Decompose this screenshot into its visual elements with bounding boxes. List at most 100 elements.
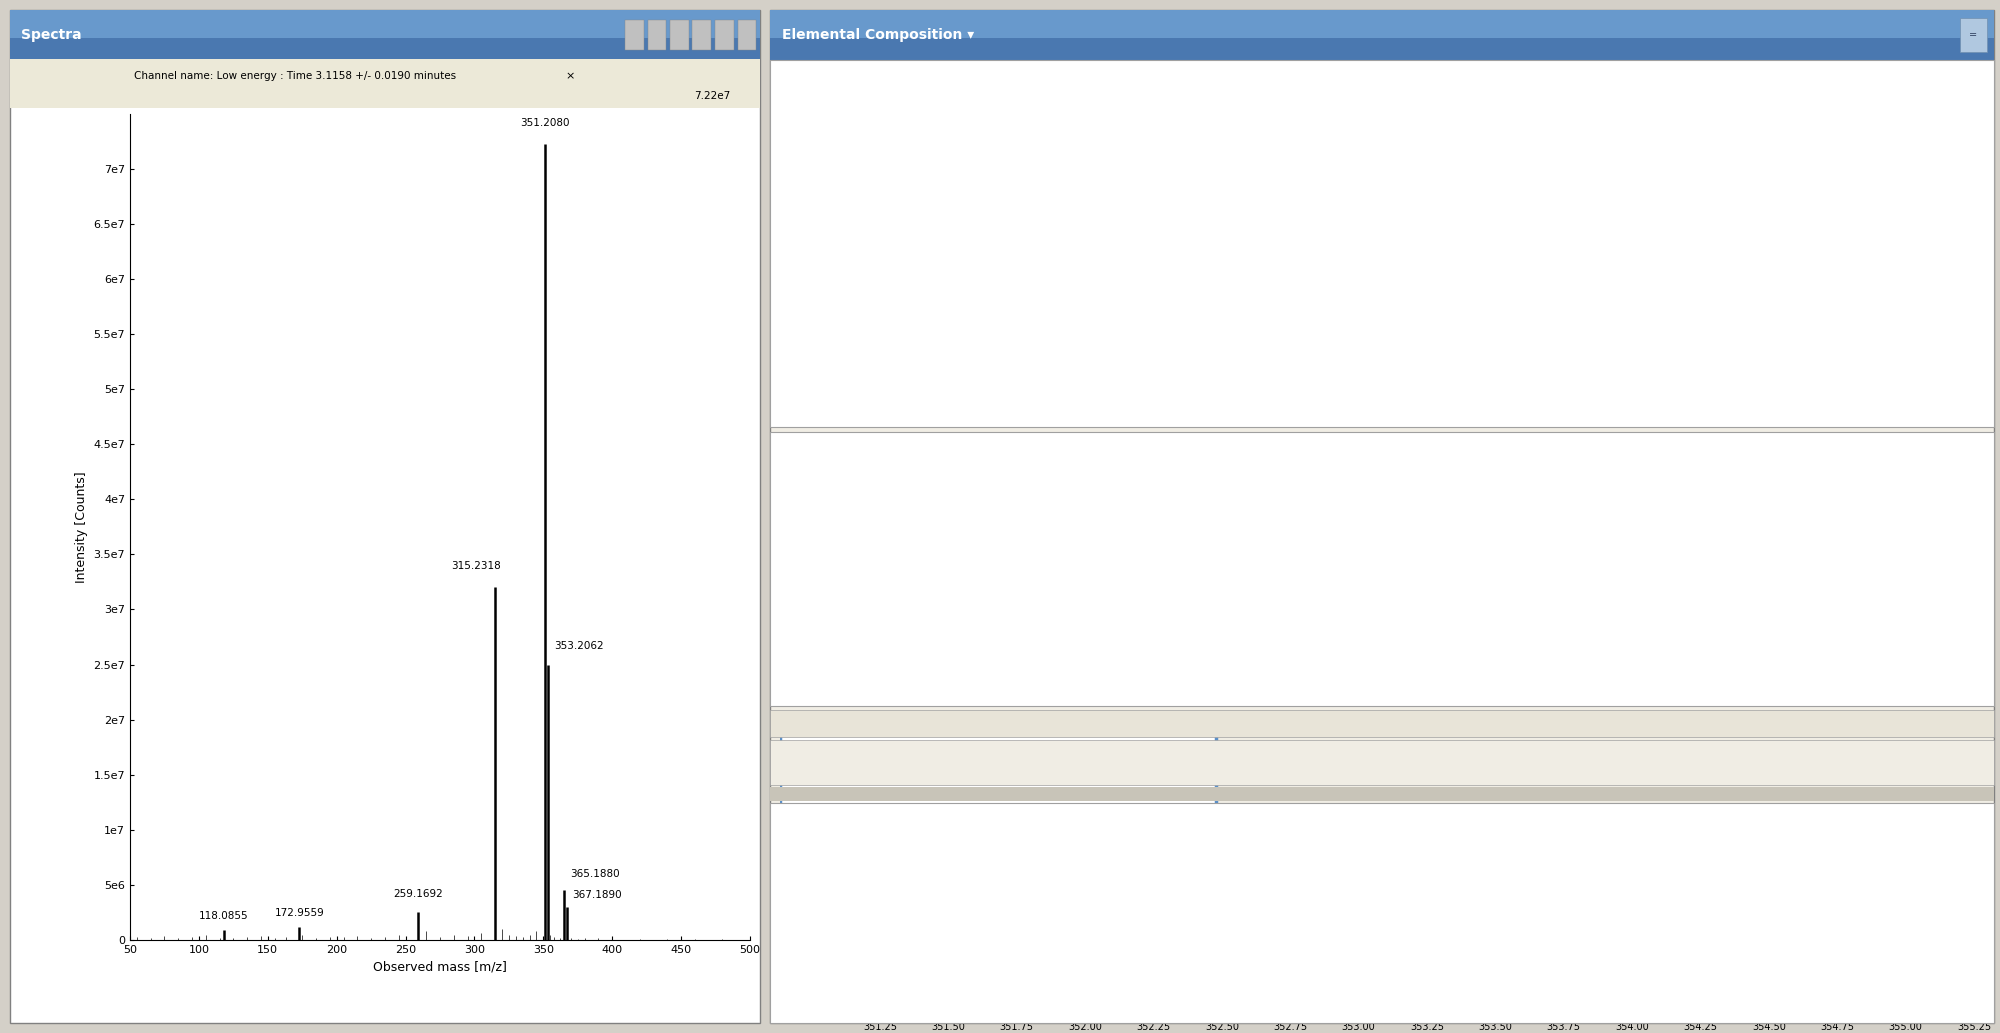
Text: ×: ×	[566, 71, 574, 82]
Text: Channel name: Low energy : Time 3.1158 +/- 0.0190 minutes: Channel name: Low energy : Time 3.1158 +…	[134, 71, 456, 82]
Bar	[774, 469, 1948, 509]
Text: ▶: ▶	[1954, 718, 1962, 728]
Text: Spectra: Spectra	[22, 28, 82, 42]
Text: Predicted m/z: Predicted m/z	[1316, 484, 1396, 494]
Bar	[1924, 866, 1972, 939]
Bar	[1960, 18, 1986, 53]
FancyBboxPatch shape	[780, 719, 1216, 854]
Text: 351.20922: 351.20922	[1350, 644, 1414, 656]
Text: in channel:: in channel:	[1078, 219, 1144, 231]
Bar	[624, 21, 644, 50]
Bar	[774, 434, 1990, 468]
Text: +: +	[1940, 893, 1954, 911]
Text: 365.1880: 365.1880	[570, 870, 620, 879]
Bar	[798, 377, 914, 417]
Y-axis label: Intensity [Counts]: Intensity [Counts]	[74, 471, 88, 583]
Bar	[648, 21, 666, 50]
Text: ✓: ✓	[804, 336, 812, 346]
Text: 353.2062: 353.2062	[554, 641, 604, 652]
Bar	[670, 21, 688, 50]
Text: High energy : Time 3.1158 +/- 0.0190 minutes: High energy : Time 3.1158 +/- 0.0190 min…	[1182, 220, 1424, 230]
Text: 2: 2	[992, 282, 998, 291]
Text: 353.206: 353.206	[1396, 957, 1434, 966]
Text: C21H31ClO2: C21H31ClO2	[854, 549, 928, 562]
Text: Intensity: Intensity	[1856, 484, 1908, 494]
Text: 118.0855: 118.0855	[198, 911, 248, 921]
Text: Information: Information	[786, 818, 864, 831]
Text: m/z RMS (PPM): m/z RMS (PPM)	[1170, 484, 1258, 494]
Text: 2.00: 2.00	[1770, 644, 1796, 656]
Text: m/z tolerance:: m/z tolerance:	[798, 280, 884, 293]
Bar	[1948, 439, 1978, 466]
Text: C14H31ClN6S: C14H31ClN6S	[854, 644, 936, 656]
Text: i-FIT Confidence (%): i-FIT Confidence (%)	[1024, 484, 1142, 494]
Text: ▲: ▲	[1968, 83, 1976, 92]
Text: 0.25: 0.25	[1072, 644, 1098, 656]
Bar	[926, 377, 1048, 417]
Text: 315.2318: 315.2318	[452, 561, 502, 571]
Text: ▼: ▼	[1890, 220, 1898, 230]
Text: 259.1692: 259.1692	[394, 889, 444, 900]
Text: -1.412: -1.412	[1502, 549, 1540, 562]
Text: C21H31ClO2: C21H31ClO2	[786, 884, 862, 898]
Bar	[772, 713, 1060, 733]
Text: m/z:: m/z:	[798, 157, 824, 170]
Bar	[692, 21, 712, 50]
Text: Parameters: Parameters	[820, 75, 886, 89]
Text: ▲: ▲	[832, 484, 838, 494]
Text: 352.212: 352.212	[1124, 990, 1162, 999]
Bar	[770, 37, 1994, 60]
Bar	[716, 21, 734, 50]
Text: 351.20804: 351.20804	[930, 158, 990, 168]
Text: -3.369: -3.369	[1502, 644, 1540, 656]
Text: 354.209: 354.209	[1670, 999, 1708, 1008]
Text: 1: 1	[792, 549, 800, 562]
Text: Composition: Composition	[854, 484, 926, 494]
Bar	[1948, 811, 1978, 839]
Text: 172.9559: 172.9559	[274, 908, 324, 918]
Bar	[986, 207, 1132, 249]
Text: m/z error (PPM): m/z error (PPM)	[1468, 484, 1560, 494]
Text: 351.209: 351.209	[850, 871, 888, 880]
Text: 351.20853: 351.20853	[1350, 549, 1414, 562]
Text: Elemental Composition ▾: Elemental Composition ▾	[782, 28, 974, 42]
Text: i-Fit Confidence 99.74: i-Fit Confidence 99.74	[896, 807, 1104, 825]
Text: Low energy : Time 3.1158 +/- 0.0190 minutes: Low energy : Time 3.1158 +/- 0.0190 minu…	[1182, 158, 1420, 168]
Text: 1.51: 1.51	[1216, 549, 1244, 562]
Bar	[738, 21, 756, 50]
Y-axis label: Counts [counts]: Counts [counts]	[842, 890, 852, 979]
Text: in channel:: in channel:	[1078, 157, 1144, 170]
Bar	[1954, 62, 1990, 425]
X-axis label: Observed mass [m/z]: Observed mass [m/z]	[374, 961, 506, 973]
Bar	[1176, 146, 1904, 187]
Bar	[774, 805, 1990, 844]
Bar	[10, 37, 760, 60]
Text: ▲: ▲	[1958, 448, 1966, 458]
Text: Results (2 found): Results (2 found)	[786, 444, 900, 458]
Text: 355.212: 355.212	[1946, 1001, 1982, 1010]
Text: ✕ Cancel: ✕ Cancel	[962, 393, 1012, 403]
Text: ▲: ▲	[1958, 822, 1966, 831]
Bar	[1176, 207, 1904, 249]
Text: $\mathdefault{C_{21}H_{31}ClO_2}$: $\mathdefault{C_{21}H_{31}ClO_2}$	[936, 749, 1064, 773]
Text: ▶ Start: ▶ Start	[836, 393, 876, 403]
Text: -1.180: -1.180	[1636, 644, 1674, 656]
Bar	[962, 269, 1030, 310]
Text: =: =	[1970, 30, 1978, 40]
Bar	[774, 62, 932, 102]
Text: ▼: ▼	[1890, 158, 1898, 168]
Text: 2: 2	[792, 644, 800, 656]
Bar	[860, 146, 1060, 187]
Text: 99.74: 99.74	[1068, 549, 1100, 562]
Text: Automatically run for selected component: Automatically run for selected component	[844, 335, 1094, 348]
Text: 6.00: 6.00	[1770, 549, 1796, 562]
Text: Fragment peaks:: Fragment peaks:	[798, 219, 898, 231]
Text: m/z error (mD...↑: m/z error (mD...↑	[1600, 484, 1704, 494]
Text: 7.22e7: 7.22e7	[694, 91, 730, 101]
Text: 351.2080: 351.2080	[520, 118, 570, 128]
Text: ✓ Assign: ✓ Assign	[868, 757, 920, 770]
Text: DBE: DBE	[1728, 484, 1752, 494]
Bar	[798, 326, 832, 355]
Bar	[774, 512, 1948, 598]
Text: 367.1890: 367.1890	[572, 890, 622, 901]
